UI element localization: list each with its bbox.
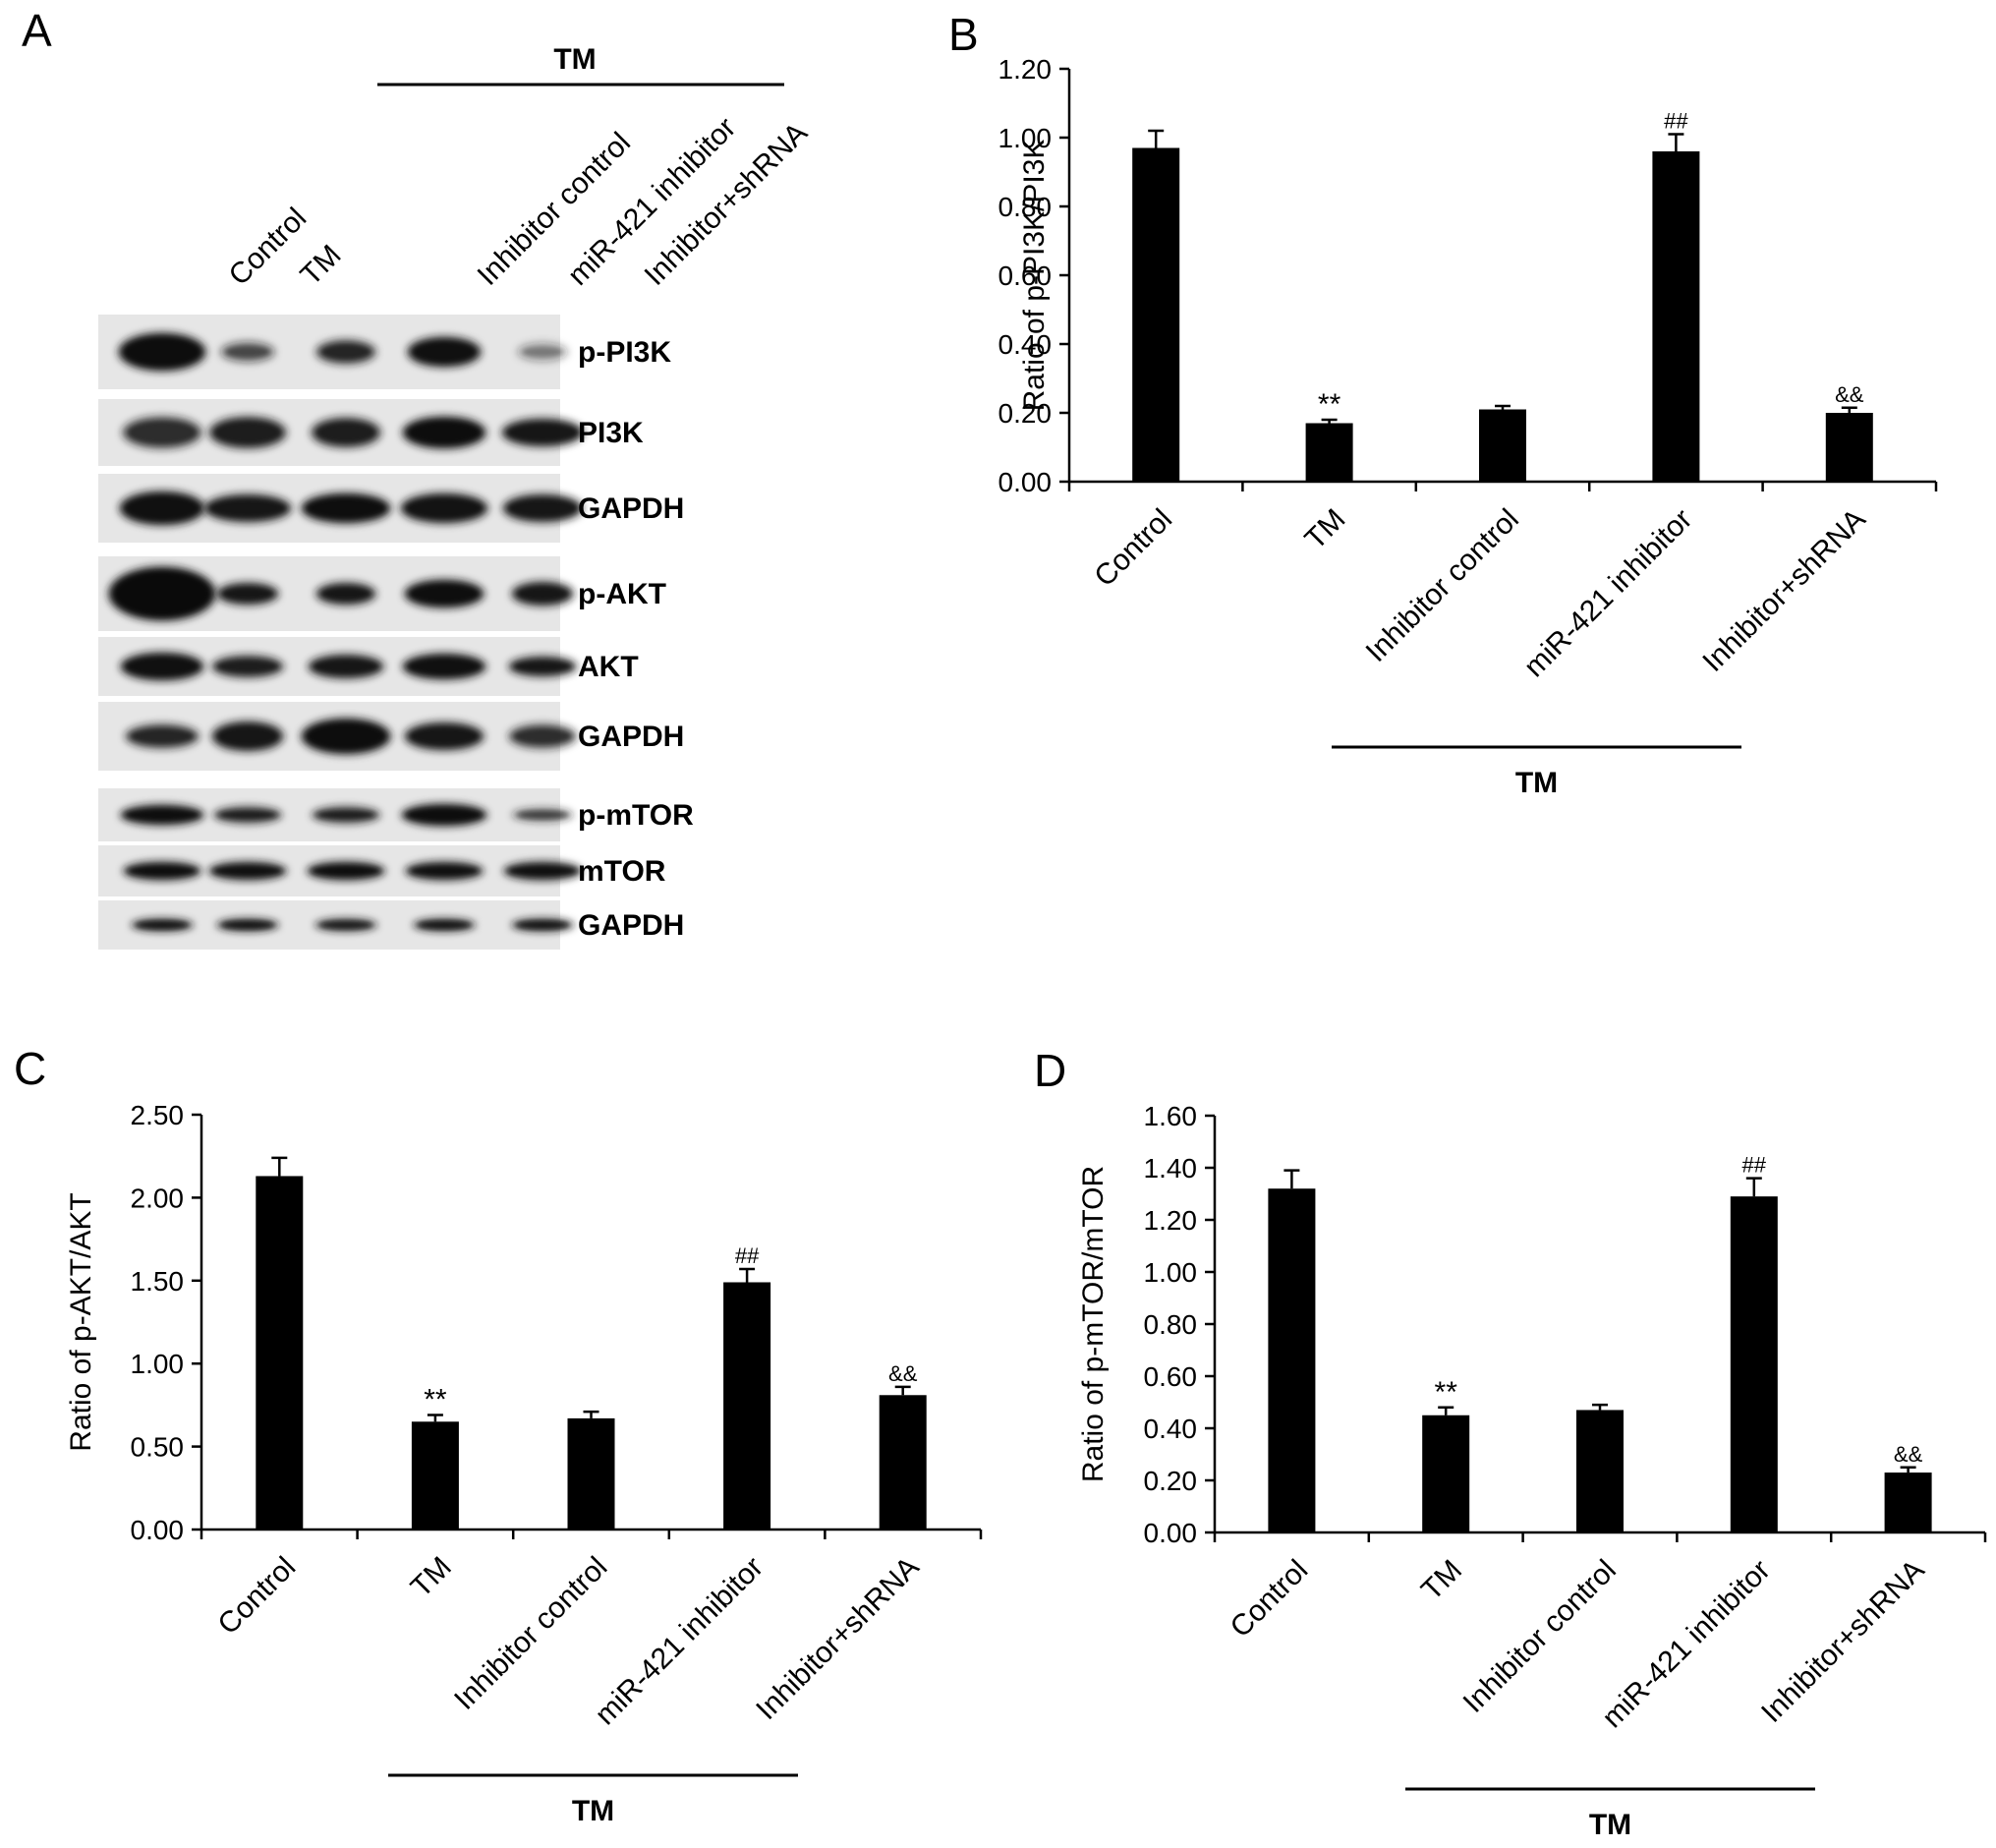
y-tick-label: 0.40 bbox=[998, 329, 1053, 360]
bar bbox=[1730, 1196, 1778, 1532]
chart-b-ratio-p-pi3k: 0.00 0.20 0.40 0.60 0.80 1.00 1.20 Ratio of p-P… bbox=[998, 54, 1938, 796]
significance-mark: ** bbox=[424, 1384, 447, 1416]
y-axis-title: Ratio of p-PI3K/PI3K bbox=[1018, 140, 1051, 412]
y-tick-label: 0.60 bbox=[998, 260, 1053, 291]
significance-mark: ## bbox=[735, 1243, 760, 1268]
bar bbox=[1479, 409, 1526, 482]
significance-mark: ** bbox=[1435, 1376, 1458, 1409]
blot-lane-label: TM bbox=[295, 239, 348, 292]
blot-strip: p-AKT bbox=[98, 556, 666, 631]
y-tick-label: 0.20 bbox=[998, 398, 1053, 429]
bar bbox=[1825, 413, 1873, 482]
y-tick-label: 2.50 bbox=[131, 1100, 185, 1130]
blot-band-label: p-mTOR bbox=[578, 799, 694, 832]
bar bbox=[1132, 147, 1180, 482]
group-label: TM bbox=[572, 1795, 614, 1827]
x-category-label: miR-421 inhibitor bbox=[589, 1551, 770, 1732]
blot-band-label: PI3K bbox=[578, 417, 644, 449]
x-category-label: Inhibitor control bbox=[448, 1551, 613, 1716]
blot-strip: mTOR bbox=[98, 845, 666, 896]
x-category-label: Inhibitor+shRNA bbox=[750, 1551, 925, 1726]
panel-letter-a: A bbox=[22, 5, 52, 56]
group-label: TM bbox=[1515, 767, 1558, 796]
chart-c-ratio-p-akt: 0.00 0.50 1.00 1.50 2.00 2.50 Ratio of p-AKT/A… bbox=[65, 1100, 983, 1827]
bar bbox=[256, 1176, 304, 1530]
y-tick-label: 0.50 bbox=[131, 1432, 185, 1463]
panel-letter-d: D bbox=[1034, 1045, 1067, 1096]
blot-strip: AKT bbox=[98, 637, 639, 696]
blot-band-label: GAPDH bbox=[578, 492, 684, 525]
blot-band-label: GAPDH bbox=[578, 721, 684, 753]
y-tick-label: 0.00 bbox=[998, 467, 1053, 497]
y-tick-label: 0.40 bbox=[1144, 1414, 1198, 1444]
y-tick-label: 1.00 bbox=[1144, 1257, 1198, 1288]
x-category-label: Inhibitor control bbox=[1457, 1554, 1623, 1719]
y-tick-label: 1.20 bbox=[1144, 1205, 1198, 1236]
bar bbox=[1422, 1415, 1470, 1532]
blot-band-label: p-PI3K bbox=[578, 336, 671, 369]
x-category-label: Control bbox=[212, 1551, 303, 1642]
y-tick-label: 1.50 bbox=[131, 1266, 185, 1297]
bar bbox=[1268, 1188, 1316, 1532]
y-tick-label: 1.00 bbox=[131, 1349, 185, 1379]
blot-band-label: AKT bbox=[578, 651, 639, 683]
y-tick-label: 1.40 bbox=[1144, 1153, 1198, 1184]
x-category-label: miR-421 inhibitor bbox=[1518, 503, 1699, 684]
bar bbox=[411, 1421, 459, 1530]
blot-strip: GAPDH bbox=[98, 474, 684, 543]
blot-lane-label: Control bbox=[223, 202, 314, 292]
x-category-label: Control bbox=[1088, 503, 1178, 594]
y-axis-title: Ratio of p-AKT/AKT bbox=[65, 1192, 97, 1451]
blot-strip: p-mTOR bbox=[98, 788, 694, 841]
y-tick-label: 1.00 bbox=[998, 123, 1053, 153]
significance-mark: && bbox=[1894, 1442, 1923, 1467]
bar bbox=[1884, 1473, 1932, 1532]
panel-letter-c: C bbox=[14, 1043, 47, 1094]
y-tick-label: 0.20 bbox=[1144, 1466, 1198, 1496]
blot-group-label: TM bbox=[553, 43, 596, 76]
bar bbox=[879, 1395, 927, 1530]
group-label: TM bbox=[1589, 1809, 1631, 1841]
y-tick-label: 0.00 bbox=[1144, 1518, 1198, 1548]
blot-lane-label: Inhibitor control bbox=[472, 127, 637, 292]
blot-strip: PI3K bbox=[98, 399, 644, 466]
y-tick-label: 2.00 bbox=[131, 1183, 185, 1213]
bar bbox=[567, 1417, 615, 1530]
blot-strip: GAPDH bbox=[98, 900, 684, 950]
y-tick-label: 0.80 bbox=[998, 192, 1053, 222]
x-category-label: TM bbox=[1415, 1554, 1468, 1607]
y-tick-label: 0.00 bbox=[131, 1515, 185, 1545]
significance-mark: && bbox=[1835, 382, 1864, 407]
x-category-label: Inhibitor+shRNA bbox=[1696, 503, 1871, 678]
x-category-label: TM bbox=[1299, 503, 1352, 556]
bar bbox=[1305, 423, 1353, 482]
x-category-label: Control bbox=[1225, 1554, 1315, 1645]
blot-band-label: GAPDH bbox=[578, 909, 684, 942]
x-category-label: Inhibitor control bbox=[1360, 503, 1525, 668]
y-tick-label: 1.60 bbox=[1144, 1101, 1198, 1131]
x-category-label: TM bbox=[405, 1551, 458, 1604]
significance-mark: ## bbox=[1742, 1153, 1767, 1178]
y-tick-label: 1.20 bbox=[998, 54, 1053, 85]
x-category-label: miR-421 inhibitor bbox=[1596, 1554, 1777, 1735]
x-category-label: Inhibitor+shRNA bbox=[1755, 1554, 1930, 1729]
bar bbox=[1576, 1410, 1624, 1532]
bar bbox=[1652, 151, 1700, 482]
y-axis-title: Ratio of p-mTOR/mTOR bbox=[1077, 1166, 1110, 1482]
significance-mark: ## bbox=[1664, 109, 1688, 134]
chart-d-ratio-p-mtor: 0.00 0.20 0.40 0.60 0.80 1.00 1.20 1.40 1.60 Rati… bbox=[1077, 1101, 1987, 1841]
blot-strip: p-PI3K bbox=[98, 315, 671, 389]
y-tick-label: 0.60 bbox=[1144, 1361, 1198, 1392]
y-tick-label: 0.80 bbox=[1144, 1309, 1198, 1340]
significance-mark: && bbox=[888, 1361, 918, 1386]
significance-mark: ** bbox=[1318, 388, 1341, 421]
blot-band-label: mTOR bbox=[578, 855, 666, 888]
blot-band-label: p-AKT bbox=[578, 578, 666, 610]
bar bbox=[723, 1282, 771, 1530]
panel-letter-b: B bbox=[948, 9, 979, 60]
blot-strip: GAPDH bbox=[98, 702, 684, 771]
